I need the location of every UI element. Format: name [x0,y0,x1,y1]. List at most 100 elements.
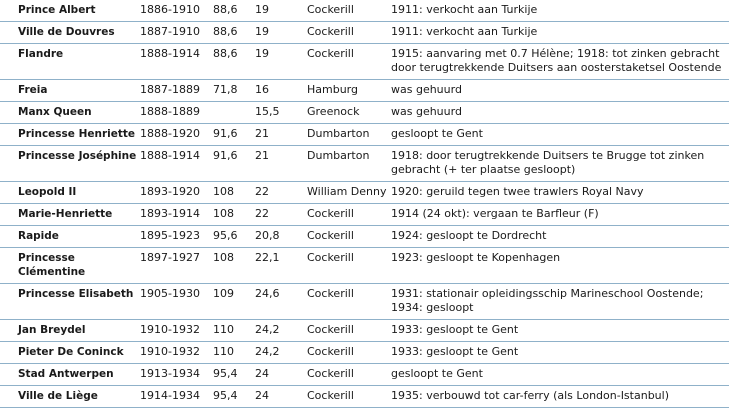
service-years-cell: 1895-1923 [138,225,213,248]
speed-cell: 19 [255,0,307,22]
note-cell: gesloopt te Gent [391,363,729,386]
note-cell: 1918: door terugtrekkende Duitsers te Br… [391,145,729,182]
table-row: Prince Albert 1886-1910 88,6 19 Cockerill 191… [0,0,729,22]
service-years-cell: 1905-1930 [138,283,213,320]
ship-name-cell: Princesse Joséphine [0,145,138,182]
table-row: Rapide 1895-1923 95,6 20,8 Cockerill 1924: ge… [0,225,729,248]
tonnage-cell: 108 [213,203,255,226]
speed-cell: 24,2 [255,319,307,342]
tonnage-cell: 88,6 [213,0,255,22]
builder-cell: Dumbarton [307,145,391,182]
note-cell: 1911: verkocht aan Turkije [391,0,729,22]
tonnage-cell: 109 [213,283,255,320]
service-years-cell: 1914-1934 [138,385,213,408]
ship-name-cell: Ville de Douvres [0,21,138,44]
ship-name-cell: Prince Albert [0,0,138,22]
builder-cell: Cockerill [307,247,391,284]
service-years-cell: 1888-1889 [138,101,213,124]
note-cell: 1933: gesloopt te Gent [391,319,729,342]
tonnage-cell: 108 [213,181,255,204]
speed-cell: 24,2 [255,341,307,364]
builder-cell: Cockerill [307,225,391,248]
builder-cell: Cockerill [307,341,391,364]
ship-name-cell: Stad Antwerpen [0,363,138,386]
builder-cell: Cockerill [307,21,391,44]
table-row: Princesse Clémentine 1897-1927 108 22,1 Cock… [0,247,729,284]
builder-cell: Hamburg [307,79,391,102]
ship-name-cell: Marie-Henriette [0,203,138,226]
tonnage-cell: 110 [213,319,255,342]
speed-cell: 19 [255,21,307,44]
speed-cell: 22 [255,203,307,226]
builder-cell: Cockerill [307,363,391,386]
table-row: Leopold II 1893-1920 108 22 William Denny 192… [0,181,729,204]
speed-cell: 20,8 [255,225,307,248]
note-cell: was gehuurd [391,79,729,102]
ship-name-cell: Manx Queen [0,101,138,124]
speed-cell: 19 [255,43,307,80]
note-cell: 1924: gesloopt te Dordrecht [391,225,729,248]
service-years-cell: 1893-1914 [138,203,213,226]
tonnage-cell: 88,6 [213,21,255,44]
note-cell: 1935: verbouwd tot car-ferry (als London… [391,385,729,408]
speed-cell: 24,6 [255,283,307,320]
speed-cell: 16 [255,79,307,102]
builder-cell: Cockerill [307,385,391,408]
speed-cell: 15,5 [255,101,307,124]
note-cell: gesloopt te Gent [391,123,729,146]
builder-cell: Dumbarton [307,123,391,146]
table-row: Flandre 1888-1914 88,6 19 Cockerill 1915: aan… [0,43,729,80]
tonnage-cell: 110 [213,341,255,364]
table-row: Princesse Elisabeth 1905-1930 109 24,6 Cocke… [0,283,729,320]
table-row: Jan Breydel 1910-1932 110 24,2 Cockerill 1933… [0,319,729,342]
service-years-cell: 1888-1914 [138,145,213,182]
builder-cell: Cockerill [307,283,391,320]
ship-name-cell: Ville de Liège [0,385,138,408]
service-years-cell: 1910-1932 [138,341,213,364]
builder-cell: William Denny [307,181,391,204]
table-row: Stad Antwerpen 1913-1934 95,4 24 Cockerill ge… [0,363,729,386]
tonnage-cell: 108 [213,247,255,284]
table-row: Princesse Henriette 1888-1920 91,6 21 Dumbar… [0,123,729,146]
service-years-cell: 1887-1910 [138,21,213,44]
ship-name-cell: Pieter De Coninck [0,341,138,364]
note-cell: 1923: gesloopt te Kopenhagen [391,247,729,284]
ship-name-cell: Freia [0,79,138,102]
note-cell: 1933: gesloopt te Gent [391,341,729,364]
speed-cell: 21 [255,145,307,182]
service-years-cell: 1888-1920 [138,123,213,146]
tonnage-cell: 95,4 [213,385,255,408]
tonnage-cell: 88,6 [213,43,255,80]
note-cell: 1915: aanvaring met 0.7 Hélène; 1918: to… [391,43,729,80]
tonnage-cell: 95,4 [213,363,255,386]
service-years-cell: 1888-1914 [138,43,213,80]
speed-cell: 22 [255,181,307,204]
note-cell: 1931: stationair opleidingsschip Marines… [391,283,729,320]
tonnage-cell: 71,8 [213,79,255,102]
service-years-cell: 1893-1920 [138,181,213,204]
note-cell: 1911: verkocht aan Turkije [391,21,729,44]
table-row: Manx Queen 1888-1889 15,5 Greenock was gehuu… [0,101,729,124]
speed-cell: 24 [255,363,307,386]
tonnage-cell: 91,6 [213,123,255,146]
ship-name-cell: Leopold II [0,181,138,204]
note-cell: 1920: geruild tegen twee trawlers Royal … [391,181,729,204]
table-row: Ville de Liège 1914-1934 95,4 24 Cockerill 19… [0,385,729,408]
ship-name-cell: Princesse Henriette [0,123,138,146]
builder-cell: Greenock [307,101,391,124]
note-cell: 1914 (24 okt): vergaan te Barfleur (F) [391,203,729,226]
service-years-cell: 1913-1934 [138,363,213,386]
table-row: Pieter De Coninck 1910-1932 110 24,2 Cockeri… [0,341,729,364]
service-years-cell: 1887-1889 [138,79,213,102]
table-row: Princesse Joséphine 1888-1914 91,6 21 Dumbar… [0,145,729,182]
builder-cell: Cockerill [307,0,391,22]
builder-cell: Cockerill [307,203,391,226]
builder-cell: Cockerill [307,43,391,80]
ship-name-cell: Princesse Elisabeth [0,283,138,320]
speed-cell: 24 [255,385,307,408]
note-cell: was gehuurd [391,101,729,124]
service-years-cell: 1897-1927 [138,247,213,284]
tonnage-cell: 95,6 [213,225,255,248]
